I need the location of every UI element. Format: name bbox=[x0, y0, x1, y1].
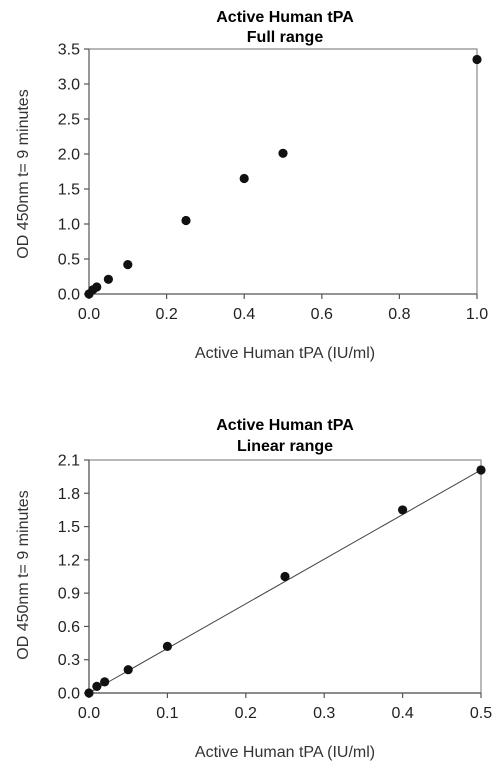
chart-linear-range: Active Human tPA Linear range Active Hum… bbox=[0, 405, 497, 763]
x-axis-label: Active Human tPA (IU/ml) bbox=[195, 744, 375, 761]
chart-subtitle: Linear range bbox=[237, 438, 333, 455]
chart-subtitle: Full range bbox=[247, 29, 324, 46]
x-tick-label: 0.5 bbox=[470, 705, 492, 722]
data-point bbox=[84, 688, 94, 698]
data-point bbox=[476, 465, 486, 475]
chart-full-range-svg: Active Human tPA Full range Active Human… bbox=[15, 9, 488, 362]
x-tick-label: 0.4 bbox=[391, 705, 413, 722]
data-point bbox=[162, 641, 172, 651]
y-tick-label: 2.0 bbox=[58, 147, 80, 164]
data-point bbox=[92, 681, 102, 691]
x-tick-label: 1.0 bbox=[466, 306, 488, 323]
y-tick-label: 3.5 bbox=[58, 42, 80, 59]
x-tick-label: 0.8 bbox=[388, 306, 410, 323]
data-point bbox=[181, 215, 191, 226]
data-point bbox=[398, 505, 408, 515]
y-tick-label: 1.8 bbox=[58, 486, 80, 503]
x-tick-label: 0.2 bbox=[235, 705, 257, 722]
y-tick-label: 0.6 bbox=[58, 619, 80, 636]
data-point bbox=[123, 665, 133, 675]
data-point bbox=[278, 148, 288, 158]
data-point bbox=[92, 282, 102, 292]
chart-title: Active Human tPA bbox=[216, 417, 354, 434]
data-point bbox=[280, 571, 290, 582]
x-tick-label: 0.2 bbox=[155, 306, 177, 323]
x-tick-label: 0.1 bbox=[156, 705, 178, 722]
x-tick-label: 0.0 bbox=[78, 705, 100, 722]
y-tick-label: 0.0 bbox=[58, 287, 80, 304]
chart-full-range: Active Human tPA Full range Active Human… bbox=[0, 0, 497, 380]
y-tick-label: 1.0 bbox=[58, 217, 80, 234]
x-axis-label: Active Human tPA (IU/ml) bbox=[195, 345, 375, 362]
y-tick-label: 2.5 bbox=[58, 112, 80, 129]
y-tick-label: 3.0 bbox=[58, 77, 80, 94]
y-axis-label: OD 450nm t= 9 minutes bbox=[15, 89, 32, 258]
x-tick-label: 0.0 bbox=[78, 306, 100, 323]
y-tick-label: 0.5 bbox=[58, 252, 80, 269]
x-tick-label: 0.4 bbox=[233, 306, 255, 323]
data-point bbox=[239, 173, 249, 184]
y-tick-label: 0.0 bbox=[58, 686, 80, 703]
data-point bbox=[123, 260, 133, 270]
y-tick-label: 1.2 bbox=[58, 552, 80, 569]
data-point bbox=[100, 677, 110, 687]
trend-line bbox=[88, 469, 482, 694]
x-tick-label: 0.6 bbox=[311, 306, 333, 323]
chart-title: Active Human tPA bbox=[216, 9, 354, 26]
y-axis-label: OD 450nm t= 9 minutes bbox=[15, 490, 32, 659]
y-tick-label: 1.5 bbox=[58, 519, 80, 536]
y-tick-label: 2.1 bbox=[58, 453, 80, 470]
x-tick-label: 0.3 bbox=[313, 705, 335, 722]
plot-frame bbox=[89, 48, 478, 294]
data-point bbox=[103, 274, 113, 284]
y-tick-label: 0.9 bbox=[58, 586, 80, 603]
y-tick-label: 1.5 bbox=[58, 182, 80, 199]
data-point bbox=[472, 54, 482, 65]
chart-linear-range-svg: Active Human tPA Linear range Active Hum… bbox=[15, 417, 492, 761]
y-tick-label: 0.3 bbox=[58, 652, 80, 669]
